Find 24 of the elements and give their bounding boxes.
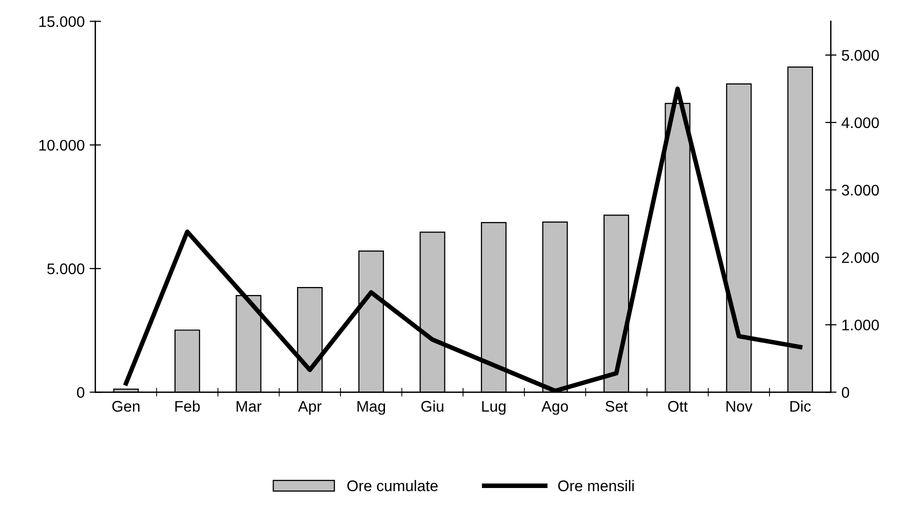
y2-tick-label: 4.000 bbox=[842, 117, 879, 128]
x-tick-label: Mag bbox=[358, 401, 386, 415]
y-tick-label: 5.000 bbox=[47, 263, 84, 274]
y2-tick-label: 2.000 bbox=[842, 252, 879, 264]
x-tick-label: Mar bbox=[236, 401, 262, 412]
y2-tick-label: 3.000 bbox=[842, 184, 879, 196]
y-tick-label: 10.000 bbox=[39, 140, 84, 151]
x-tick-label: Ago bbox=[541, 401, 568, 415]
x-tick-label: Ott bbox=[668, 400, 688, 412]
y-tick-label: 15.000 bbox=[39, 16, 84, 28]
y2-tick-label: 5.000 bbox=[842, 50, 879, 61]
x-tick-label: Set bbox=[606, 400, 628, 412]
x-tick-label: Nov bbox=[726, 401, 752, 412]
y-tick-label: 0 bbox=[77, 387, 84, 398]
x-tick-label: Giu bbox=[421, 400, 444, 412]
x-tick-label: Apr bbox=[298, 401, 322, 415]
y2-tick-label: 1.000 bbox=[842, 320, 879, 330]
x-tick-label: Gen bbox=[112, 400, 140, 412]
x-tick-label: Lug bbox=[482, 401, 506, 415]
legend-label: Ore cumulate bbox=[347, 480, 438, 492]
x-tick-label: Dic bbox=[790, 400, 811, 412]
y2-tick-label: 0 bbox=[842, 387, 850, 398]
x-tick-label: Feb bbox=[175, 400, 200, 412]
legend-label: Ore mensili bbox=[558, 480, 634, 492]
